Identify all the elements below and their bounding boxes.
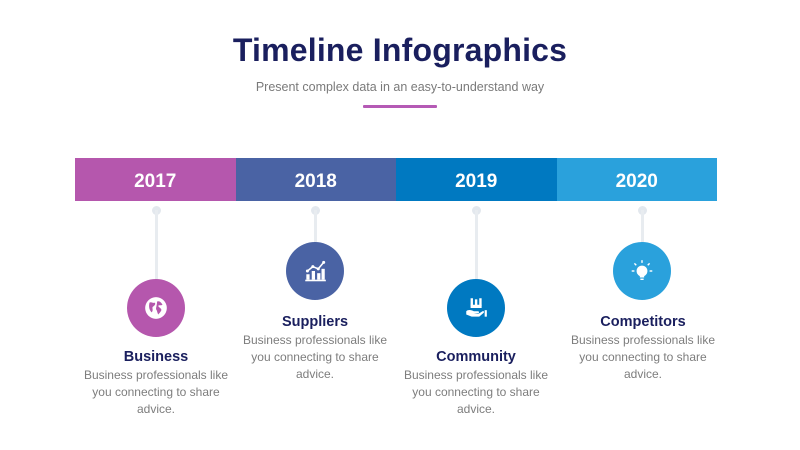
milestone-community: Community Business professionals like yo… <box>391 348 561 418</box>
milestone-suppliers: Suppliers Business professionals like yo… <box>230 313 400 383</box>
milestone-icon-business <box>127 279 185 337</box>
hand-support-icon <box>466 298 487 317</box>
milestone-competitors: Competitors Business professionals like … <box>558 313 728 383</box>
globe-icon <box>145 297 167 319</box>
page-subtitle: Present complex data in an easy-to-under… <box>255 80 545 94</box>
milestone-title: Business <box>123 349 189 365</box>
connector-line <box>154 210 158 280</box>
page-title: Timeline Infographics <box>232 32 568 68</box>
year-segment-2018: 2018 <box>235 158 396 201</box>
lightbulb-icon <box>631 260 653 280</box>
milestone-title: Suppliers <box>281 314 349 330</box>
milestone-title: Community <box>436 349 516 365</box>
connector-line <box>313 210 317 243</box>
growth-chart-icon <box>305 260 326 282</box>
connector-line <box>640 210 644 243</box>
milestone-description: Business professionals like you connecti… <box>242 333 388 381</box>
milestone-description: Business professionals like you connecti… <box>570 333 716 381</box>
year-segment-2020: 2020 <box>556 158 717 201</box>
connector-line <box>474 210 478 280</box>
milestone-title: Competitors <box>600 314 686 330</box>
milestone-description: Business professionals like you connecti… <box>83 368 229 416</box>
milestone-icon-suppliers <box>286 242 344 300</box>
year-segment-2019: 2019 <box>396 158 557 201</box>
milestone-description: Business professionals like you connecti… <box>403 368 549 416</box>
milestone-business: Business Business professionals like you… <box>71 348 241 418</box>
timeline-bar: 2017 2018 2019 2020 <box>75 158 717 201</box>
year-segment-2017: 2017 <box>75 158 236 201</box>
title-underline <box>363 105 437 108</box>
milestone-icon-competitors <box>613 242 671 300</box>
milestone-icon-community <box>447 279 505 337</box>
